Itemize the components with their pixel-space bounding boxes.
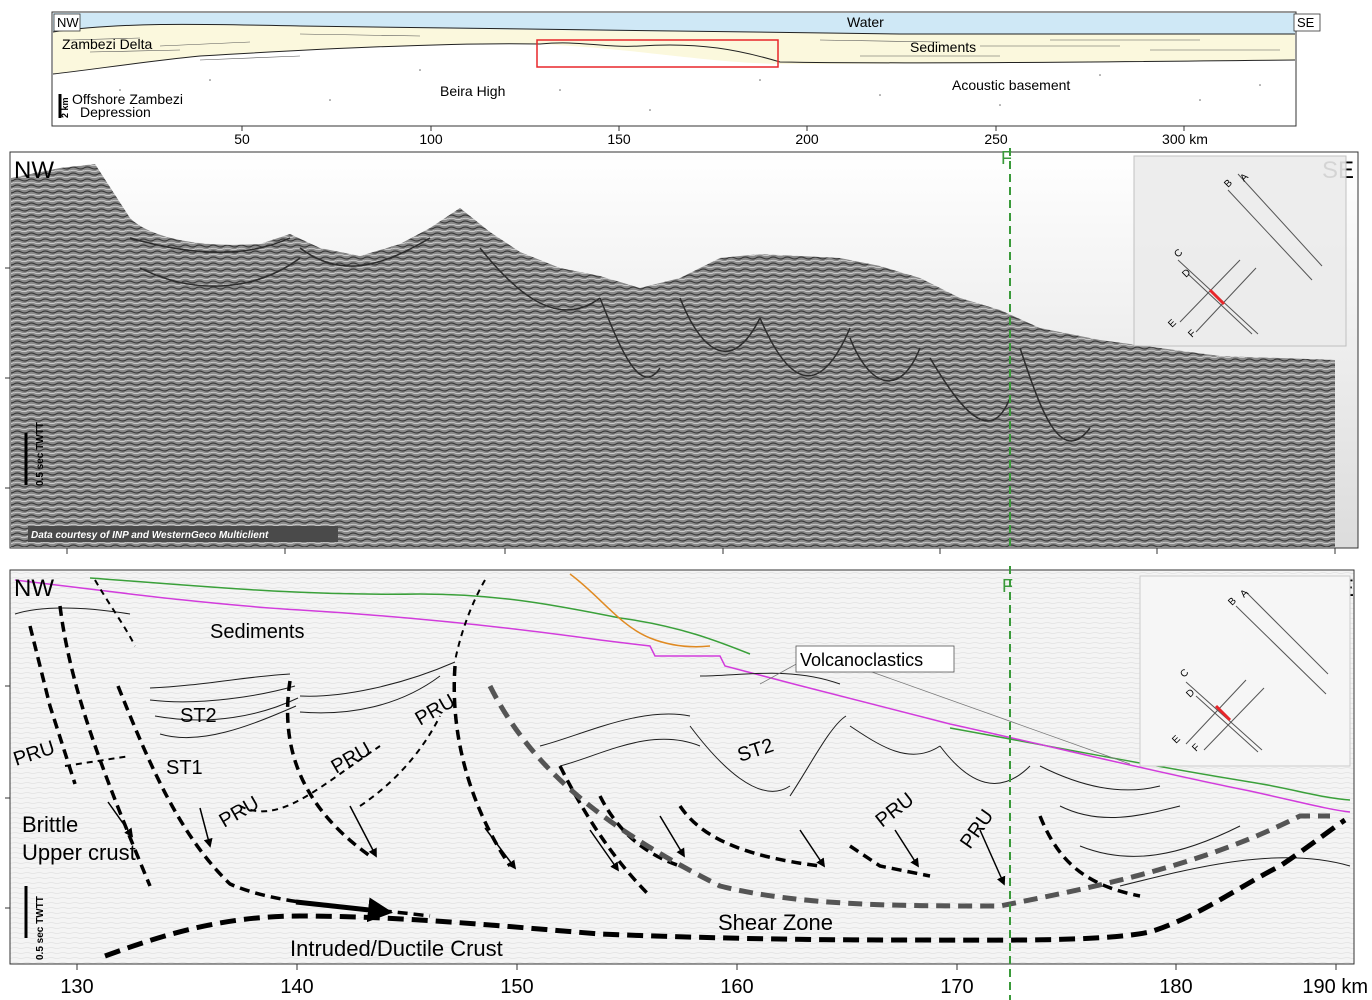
zambezi-delta-label: Zambezi Delta bbox=[62, 36, 152, 52]
seismic-rock-body bbox=[11, 164, 1335, 547]
overview-tick-label: 150 bbox=[607, 131, 631, 147]
location-inset: A B C D E F bbox=[1133, 155, 1347, 347]
shear-zone-fault bbox=[487, 684, 1330, 909]
water-label: Water bbox=[847, 14, 884, 30]
interp-tick-label: 130 bbox=[60, 976, 93, 998]
nw-box bbox=[53, 13, 81, 32]
nw-label: NW bbox=[14, 157, 54, 184]
acoustic-basement-label: Acoustic basement bbox=[952, 77, 1070, 93]
st2-label-left: ST2 bbox=[180, 705, 217, 727]
interp-tick-label: 150 bbox=[500, 976, 533, 998]
interp-layer-lines bbox=[14, 607, 1351, 887]
overview-tick-label: 300 km bbox=[1162, 131, 1208, 147]
overview-axis: 50 100 150 200 250 300 km bbox=[234, 126, 1208, 147]
displacement-arrows bbox=[107, 801, 1006, 886]
basement-speckle bbox=[119, 69, 1261, 111]
green-horizon-lower bbox=[949, 727, 1351, 801]
interp-scale-label: 0.5 sec TWTT bbox=[35, 896, 46, 960]
overview-section: NW SE Water Zambezi Delta Sediments Beir… bbox=[51, 11, 1321, 147]
highlight-box bbox=[536, 39, 779, 68]
volcanoclastics-box bbox=[795, 645, 955, 673]
shear-zone-label: Shear Zone bbox=[718, 910, 833, 935]
overview-tick-label: 250 bbox=[984, 131, 1008, 147]
interp-frame bbox=[9, 569, 1355, 965]
shear-direction-arrow bbox=[295, 897, 393, 923]
overview-reflectors bbox=[69, 33, 1280, 61]
orange-horizon bbox=[569, 573, 711, 648]
seismic-reflectors bbox=[129, 237, 1091, 442]
interp-tick-label: 180 bbox=[1159, 976, 1192, 998]
interp-tick-label: 190 km bbox=[1302, 976, 1368, 998]
overview-tick-label: 200 bbox=[795, 131, 819, 147]
credit-box bbox=[28, 526, 338, 542]
seismic-scale-label: 0.5 sec TWTT bbox=[35, 422, 46, 486]
green-horizon-upper bbox=[89, 577, 751, 655]
water-layer bbox=[53, 13, 1295, 34]
nw-label: NW bbox=[57, 15, 79, 30]
sediment-layer bbox=[53, 24, 1295, 74]
interp-axis: 130 140 150 160 170 180 190 km bbox=[60, 964, 1368, 998]
overview-tick-label: 50 bbox=[234, 131, 250, 147]
data-credit: Data courtesy of INP and WesternGeco Mul… bbox=[31, 530, 269, 541]
volcanoclastics-label: Volcanoclastics bbox=[800, 650, 923, 670]
magenta-horizon bbox=[14, 579, 1351, 813]
brittle-label-2: Upper crust bbox=[22, 840, 136, 865]
se-label: SE bbox=[1297, 15, 1315, 30]
offshore-line2: Depression bbox=[80, 104, 151, 120]
seismic-bottom-ticks bbox=[66, 548, 1336, 554]
location-inset: A B C D E F bbox=[1139, 575, 1351, 767]
overview-scale-label: 2 km bbox=[60, 97, 70, 118]
interpretation-section: F NW SE A B C D E F Sediments Volcanocla… bbox=[5, 566, 1368, 1000]
well-f-label: F bbox=[1001, 148, 1012, 168]
overview-tick-label: 100 bbox=[419, 131, 443, 147]
seismic-section: F NW SE A B C D E F 0.5 sec TWTT Data co… bbox=[5, 148, 1359, 554]
ductile-crust-boundary bbox=[104, 817, 1347, 959]
sediments-label: Sediments bbox=[910, 39, 976, 55]
nw-label: NW bbox=[14, 575, 54, 602]
seismic-side-ticks bbox=[5, 267, 10, 489]
interp-tick-label: 140 bbox=[280, 976, 313, 998]
interp-tick-label: 160 bbox=[720, 976, 753, 998]
st1-label: ST1 bbox=[166, 757, 203, 779]
minor-fault-lines bbox=[64, 579, 486, 813]
well-f-label: F bbox=[1002, 576, 1013, 596]
seafloor-line bbox=[52, 23, 1295, 35]
beira-high-label: Beira High bbox=[440, 83, 505, 99]
sediments-label: Sediments bbox=[210, 621, 305, 643]
offshore-line1: Offshore Zambezi bbox=[72, 91, 183, 107]
volcanoclastics-leaders bbox=[759, 661, 1131, 765]
se-box bbox=[1293, 13, 1321, 32]
basement-top-line bbox=[52, 42, 1296, 75]
brittle-label-1: Brittle bbox=[22, 812, 78, 837]
intruded-crust-label: Intruded/Ductile Crust bbox=[290, 936, 503, 961]
interp-side-ticks bbox=[5, 685, 10, 909]
interp-tick-label: 170 bbox=[940, 976, 973, 998]
